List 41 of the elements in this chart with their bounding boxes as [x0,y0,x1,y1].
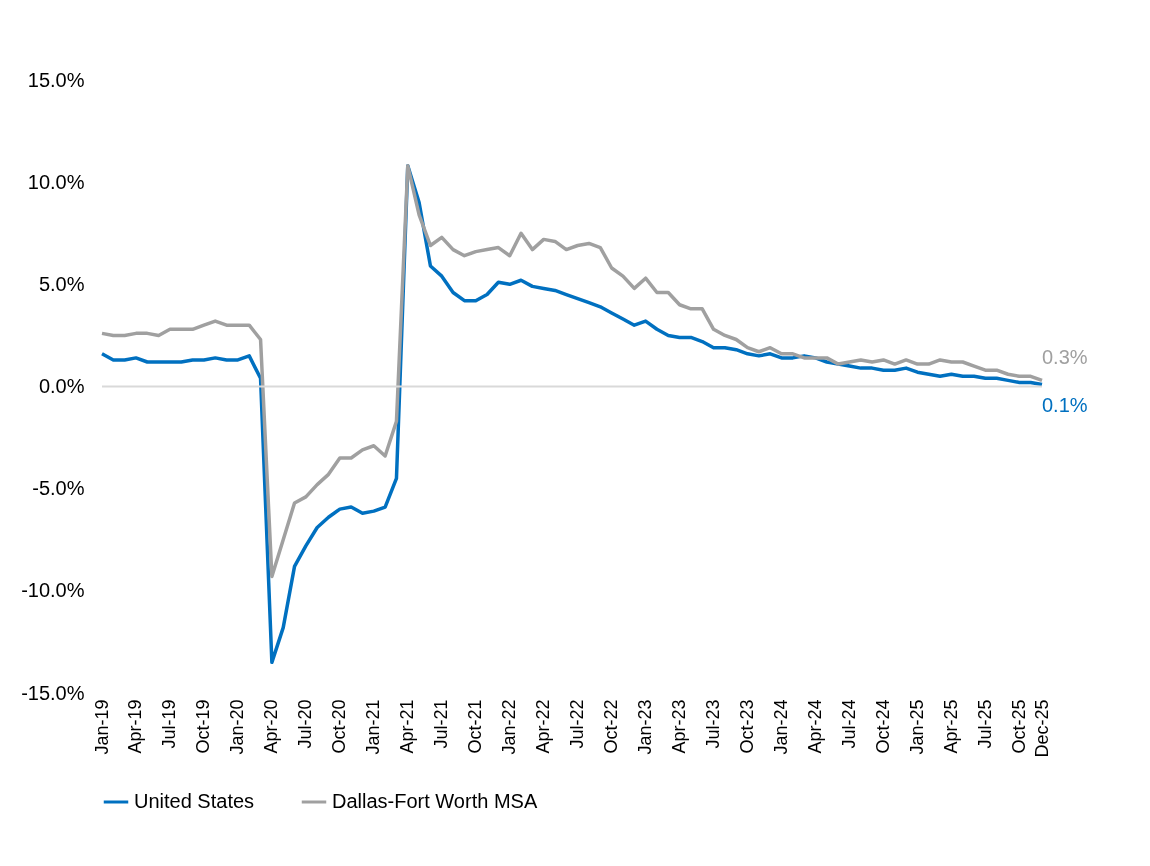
x-tick-label: Jul-24 [838,699,859,749]
x-tick-label: Jan-19 [91,699,112,755]
data-label: 0.1% [1042,394,1088,417]
x-tick-label: Jul-20 [295,699,316,749]
y-tick-label: 15.0% [27,68,85,91]
x-tick-label: Oct-23 [737,699,758,754]
x-tick-label: Dec-25 [1031,699,1052,758]
x-tick-label: Apr-21 [397,699,418,754]
legend-label: United States [134,790,255,812]
x-tick-label: Oct-25 [1008,699,1029,754]
y-tick-label: 5.0% [38,272,85,295]
x-tick-label: Apr-22 [533,699,554,754]
x-tick-label: Jan-20 [227,699,248,755]
x-tick-label: Jul-19 [159,699,180,749]
x-tick-label: Apr-23 [669,699,690,754]
x-tick-label: Apr-25 [940,699,961,754]
x-tick-label: Jan-24 [771,699,792,755]
x-tick-label: Oct-19 [193,699,214,754]
x-tick-label: Jul-22 [567,699,588,749]
y-tick-label: 10.0% [27,170,85,193]
x-tick-label: Apr-24 [804,699,825,754]
x-tick-label: Jan-25 [906,699,927,755]
x-tick-label: Oct-21 [465,699,486,754]
x-tick-label: Jul-23 [703,699,724,749]
x-tick-label: Apr-20 [261,699,282,754]
y-tick-label: -10.0% [21,579,85,602]
legend-label: Dallas-Fort Worth MSA [332,790,538,812]
x-tick-label: Jul-21 [431,699,452,749]
x-tick-label: Jul-25 [974,699,995,749]
x-tick-label: Oct-22 [601,699,622,754]
data-label: 0.3% [1042,346,1088,369]
y-tick-label: 0.0% [38,375,85,397]
x-tick-label: Jan-21 [363,699,384,755]
x-tick-label: Oct-24 [872,699,893,754]
x-tick-label: Jan-23 [635,699,656,755]
x-tick-label: Oct-20 [329,699,350,754]
x-tick-label: Jan-22 [499,699,520,755]
line-series [100,164,1044,579]
y-tick-label: -5.0% [32,477,85,500]
y-tick-label: -15.0% [21,681,85,704]
x-tick-label: Apr-19 [125,699,146,754]
